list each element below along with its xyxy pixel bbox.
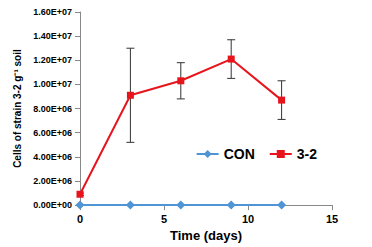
svg-text:0: 0 xyxy=(77,213,83,225)
svg-text:8.00E+06: 8.00E+06 xyxy=(33,104,72,114)
svg-text:2.00E+06: 2.00E+06 xyxy=(33,176,72,186)
svg-text:Cells of strain 3-2 g⁻¹ soil: Cells of strain 3-2 g⁻¹ soil xyxy=(12,49,23,168)
svg-text:1.40E+07: 1.40E+07 xyxy=(33,31,72,41)
svg-text:CON: CON xyxy=(224,146,255,162)
svg-text:15: 15 xyxy=(326,213,338,225)
svg-text:1.60E+07: 1.60E+07 xyxy=(33,7,72,17)
svg-text:1.20E+07: 1.20E+07 xyxy=(33,55,72,65)
svg-text:1.00E+07: 1.00E+07 xyxy=(33,79,72,89)
svg-text:6.00E+06: 6.00E+06 xyxy=(33,128,72,138)
svg-text:4.00E+06: 4.00E+06 xyxy=(33,152,72,162)
svg-text:Time (days): Time (days) xyxy=(170,228,242,243)
svg-text:3-2: 3-2 xyxy=(297,146,317,162)
svg-text:5: 5 xyxy=(161,213,167,225)
svg-text:10: 10 xyxy=(242,213,254,225)
svg-text:0.00E+00: 0.00E+00 xyxy=(33,200,72,210)
